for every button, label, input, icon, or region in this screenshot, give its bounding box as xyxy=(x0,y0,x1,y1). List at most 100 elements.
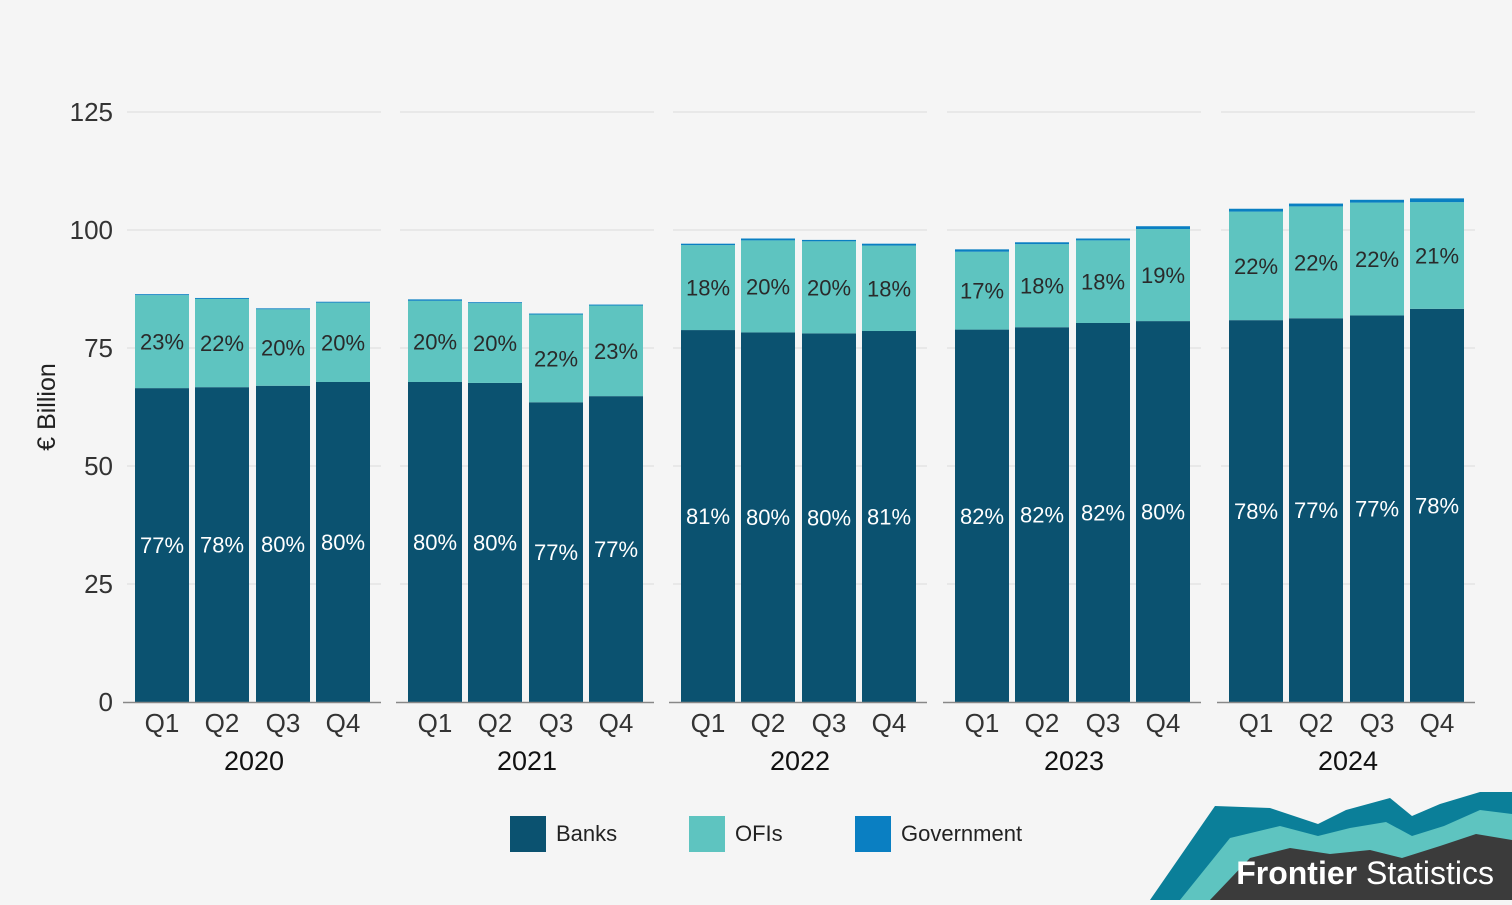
data-label-ofis: 22% xyxy=(1234,254,1278,279)
data-label-banks: 77% xyxy=(1294,498,1338,523)
bar-ofis-2024-q1 xyxy=(1229,211,1283,321)
data-label-banks: 78% xyxy=(1234,499,1278,524)
legend-item-ofis: OFIs xyxy=(689,816,783,852)
bar-banks-2024-q4 xyxy=(1410,308,1464,702)
bar-government-2024-q2 xyxy=(1289,203,1343,207)
bar-government-2021-q3 xyxy=(529,313,583,315)
bar-government-2023-q2 xyxy=(1015,242,1069,245)
bar-government-2022-q3 xyxy=(802,239,856,242)
bar-government-2020-q2 xyxy=(195,297,249,299)
data-label-banks: 78% xyxy=(200,533,244,558)
data-labels: 77% 23% 78% 22% 80% 20% 80% 20% 80% 20% 80% 20% 77% 2… xyxy=(140,243,1459,565)
data-label-banks: 77% xyxy=(1355,497,1399,522)
y-tick-label: 75 xyxy=(84,333,113,363)
bar-ofis-2020-q3 xyxy=(256,309,310,386)
bar-ofis-2020-q4 xyxy=(316,302,370,382)
y-tick-label: 0 xyxy=(99,687,113,717)
legend-swatch xyxy=(510,816,546,852)
x-tick-label: Q4 xyxy=(326,708,361,738)
legend-item-government: Government xyxy=(855,816,1022,852)
x-group-label: 2021 xyxy=(497,746,557,776)
bar-government-2023-q3 xyxy=(1076,238,1130,241)
data-label-ofis: 23% xyxy=(140,330,184,355)
bar-ofis-2021-q3 xyxy=(529,314,583,403)
x-tick-label: Q1 xyxy=(691,708,726,738)
bar-ofis-2022-q1 xyxy=(681,245,735,331)
data-label-ofis: 20% xyxy=(321,330,365,355)
x-tick-label: Q2 xyxy=(1025,708,1060,738)
data-label-ofis: 20% xyxy=(261,336,305,361)
x-tick-label: Q3 xyxy=(812,708,847,738)
bar-government-2020-q4 xyxy=(316,301,370,303)
data-label-ofis: 22% xyxy=(1294,250,1338,275)
bar-banks-2023-q2 xyxy=(1015,327,1069,702)
x-group-label: 2024 xyxy=(1318,746,1378,776)
legend-label: OFIs xyxy=(735,821,783,846)
bar-banks-2021-q1 xyxy=(408,381,462,702)
bar-ofis-2023-q1 xyxy=(955,251,1009,330)
data-label-ofis: 19% xyxy=(1141,263,1185,288)
y-tick-label: 125 xyxy=(70,97,113,127)
y-tick-label: 100 xyxy=(70,215,113,245)
bar-ofis-2022-q4 xyxy=(862,245,916,332)
bar-ofis-2021-q1 xyxy=(408,300,462,382)
bar-banks-2020-q4 xyxy=(316,381,370,702)
bar-ofis-2021-q2 xyxy=(468,303,522,383)
x-group-label: 2023 xyxy=(1044,746,1104,776)
data-label-ofis: 20% xyxy=(413,329,457,354)
bar-government-2023-q4 xyxy=(1136,226,1190,230)
bar-ofis-2022-q3 xyxy=(802,241,856,334)
bar-banks-2022-q1 xyxy=(681,330,735,702)
bar-ofis-2020-q2 xyxy=(195,298,249,388)
x-tick-label: Q2 xyxy=(751,708,786,738)
bars xyxy=(135,198,1464,702)
x-tick-label: Q1 xyxy=(965,708,1000,738)
data-label-banks: 82% xyxy=(1081,500,1125,525)
y-tick-label: 25 xyxy=(84,569,113,599)
x-tick-label: Q1 xyxy=(1239,708,1274,738)
bar-ofis-2020-q1 xyxy=(135,295,189,389)
bar-government-2021-q4 xyxy=(589,304,643,306)
x-tick-label: Q3 xyxy=(539,708,574,738)
y-axis-label: € Billion xyxy=(33,363,61,451)
bar-banks-2020-q1 xyxy=(135,388,189,702)
bar-banks-2023-q3 xyxy=(1076,322,1130,702)
bar-ofis-2022-q2 xyxy=(741,240,795,333)
x-tick-label: Q4 xyxy=(1420,708,1455,738)
bar-banks-2024-q1 xyxy=(1229,320,1283,702)
bar-banks-2024-q2 xyxy=(1289,318,1343,702)
legend-item-banks: Banks xyxy=(510,816,617,852)
data-label-ofis: 22% xyxy=(534,346,578,371)
data-label-banks: 80% xyxy=(321,530,365,555)
x-tick-label: Q1 xyxy=(418,708,453,738)
bar-banks-2020-q3 xyxy=(256,385,310,702)
data-label-banks: 81% xyxy=(686,504,730,529)
bar-government-2024-q4 xyxy=(1410,198,1464,203)
x-tick-label: Q2 xyxy=(205,708,240,738)
bar-ofis-2023-q3 xyxy=(1076,240,1130,323)
data-label-banks: 80% xyxy=(807,506,851,531)
data-label-ofis: 18% xyxy=(1081,270,1125,295)
data-label-ofis: 23% xyxy=(594,339,638,364)
bar-banks-2021-q3 xyxy=(529,402,583,702)
bar-banks-2023-q4 xyxy=(1136,321,1190,702)
bar-ofis-2023-q4 xyxy=(1136,229,1190,322)
bar-ofis-2024-q4 xyxy=(1410,202,1464,309)
bar-banks-2022-q4 xyxy=(862,331,916,702)
data-label-banks: 82% xyxy=(960,504,1004,529)
x-tick-label: Q4 xyxy=(1146,708,1181,738)
bar-banks-2023-q1 xyxy=(955,329,1009,702)
x-tick-label: Q2 xyxy=(1299,708,1334,738)
data-label-banks: 77% xyxy=(594,537,638,562)
data-label-banks: 80% xyxy=(746,505,790,530)
data-label-banks: 82% xyxy=(1020,503,1064,528)
y-axis: 0 25 50 75 100 125 xyxy=(70,97,113,717)
x-tick-label: Q3 xyxy=(1086,708,1121,738)
legend-swatch xyxy=(689,816,725,852)
bar-government-2020-q1 xyxy=(135,294,189,296)
x-axis: Q1 Q2 Q3 Q4 2020 Q1 Q2 Q3 Q4 2021 Q1 Q2 Q3 Q4 2022 Q1 Q2… xyxy=(123,701,1475,776)
legend: Banks OFIs Government xyxy=(510,816,1070,854)
data-label-banks: 80% xyxy=(413,530,457,555)
data-label-ofis: 21% xyxy=(1415,243,1459,268)
data-label-ofis: 18% xyxy=(686,276,730,301)
